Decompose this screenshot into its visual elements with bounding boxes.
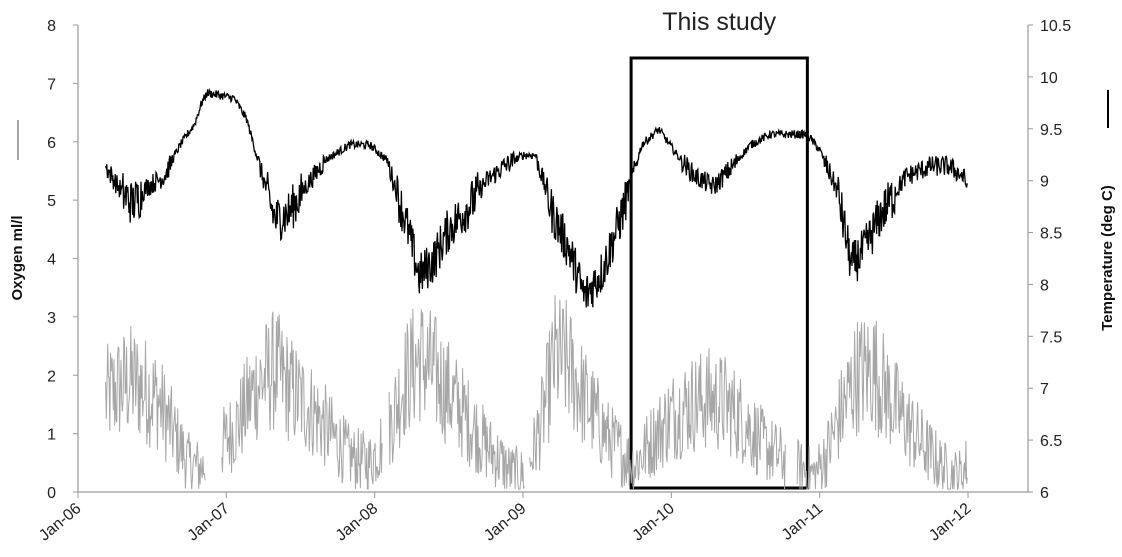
y-right-tick-label: 8.5 xyxy=(1040,226,1062,243)
x-tick-label: Jan-08 xyxy=(333,500,381,545)
y-right-tick-label: 7 xyxy=(1040,381,1049,398)
y-axis-left-title: Oxygen ml/l xyxy=(9,215,26,300)
y-axis-right-title: Temperature (deg C) xyxy=(1099,185,1116,331)
y-left-tick-label: 4 xyxy=(47,252,56,269)
x-tick-label: Jan-11 xyxy=(779,500,827,544)
y-left-tick-label: 7 xyxy=(47,76,56,93)
x-tick-label: Jan-07 xyxy=(185,500,233,545)
annotation-this-study: This study xyxy=(662,8,776,36)
x-tick-label: Jan-10 xyxy=(630,500,678,545)
x-tick-label: Jan-09 xyxy=(481,500,529,545)
y-right-tick-label: 9.5 xyxy=(1040,122,1062,139)
y-right-tick-label: 7.5 xyxy=(1040,329,1062,346)
ticks-layer: 0 1 2 3 4 5 6 7 8 6 6.5 7 7.5 8 8.5 9 9.5 10 10.5 Jan-06 Jan… xyxy=(36,18,1071,545)
oxygen-series xyxy=(105,295,968,491)
y-left-tick-label: 0 xyxy=(47,485,56,502)
y-right-tick-label: 9 xyxy=(1040,174,1049,191)
y-left-tick-label: 2 xyxy=(47,368,56,385)
y-left-tick-label: 8 xyxy=(47,18,56,35)
y-left-tick-label: 6 xyxy=(47,135,56,152)
y-right-tick-label: 6 xyxy=(1040,485,1049,502)
oxygen-line xyxy=(105,295,968,491)
highlight-box xyxy=(629,56,809,490)
y-right-tick-label: 10 xyxy=(1040,70,1058,87)
x-tick-label: Jan-12 xyxy=(926,500,974,545)
temperature-series xyxy=(104,87,968,308)
highlight-box-layer xyxy=(629,56,809,490)
y-right-tick-label: 6.5 xyxy=(1040,433,1062,450)
temperature-line xyxy=(104,87,968,308)
x-tick-label: Jan-06 xyxy=(36,500,84,545)
y-right-tick-label: 8 xyxy=(1040,277,1049,294)
axes-layer xyxy=(17,25,1109,493)
y-left-tick-label: 3 xyxy=(47,310,56,327)
y-left-tick-label: 5 xyxy=(47,193,56,210)
y-right-tick-label: 10.5 xyxy=(1040,18,1071,35)
y-left-tick-label: 1 xyxy=(47,427,56,444)
